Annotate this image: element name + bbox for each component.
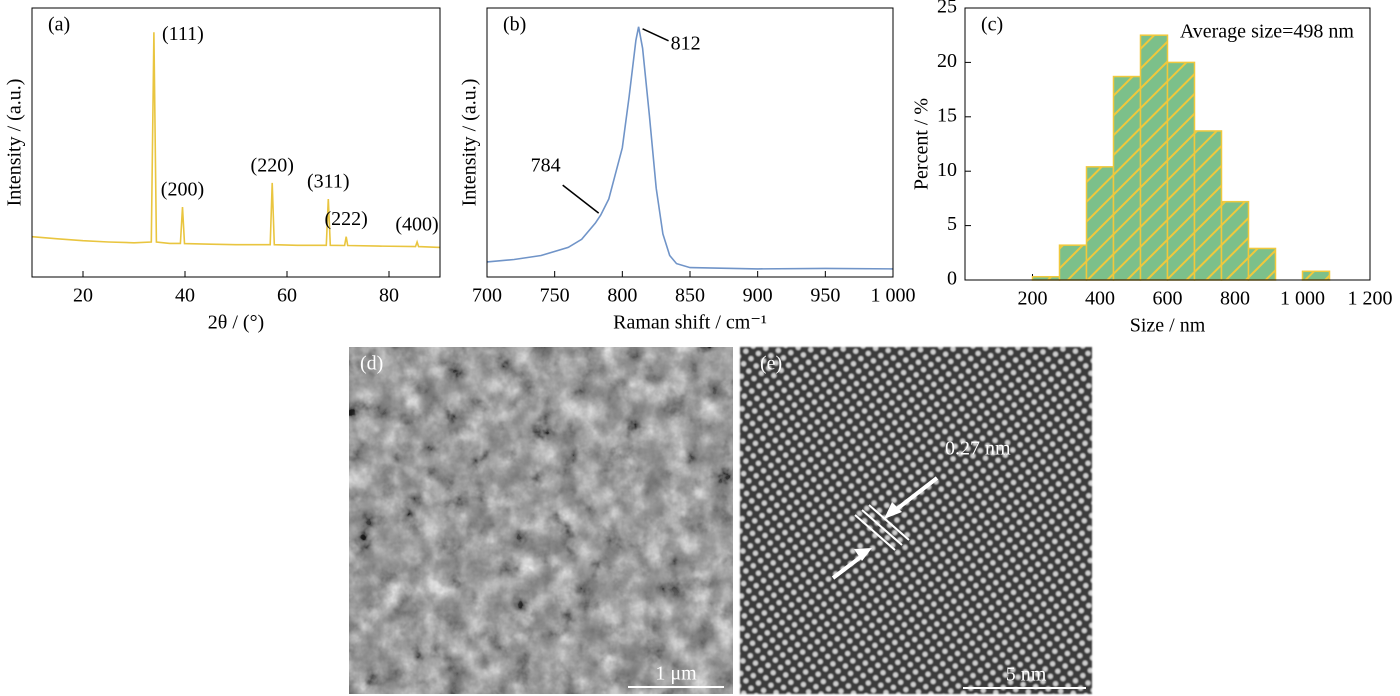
plot-frame [964,7,1371,281]
panel-label: (a) [48,14,70,36]
panel-label: (c) [981,14,1003,36]
tem-image: (e) 0.27 nm 5 nm [740,347,1092,694]
panel-label: (b) [503,14,526,36]
annotation: 812 [671,32,701,54]
annotation-arrow [562,184,600,214]
y-tick-label: 0 [947,268,957,290]
x-tick-label: 1 000 [871,285,916,307]
bar [1058,244,1088,281]
x-tick-label: 950 [810,285,840,307]
bar [1139,34,1169,281]
annotation: (400) [395,214,438,236]
y-tick-label: 5 [947,213,957,235]
bar [1193,130,1223,281]
annotation: Average size=498 nm [1180,21,1355,43]
bar [1301,270,1331,281]
x-tick-label: 80 [379,285,399,307]
plot-frame [31,7,441,278]
arrow-head [884,502,902,519]
x-tick-label: 1 000 [1280,288,1325,310]
annotation: (220) [251,154,294,176]
tem-lattice [740,347,1092,694]
x-tick-label: 600 [1153,288,1183,310]
annotation: (200) [161,179,204,201]
x-tick-label: 400 [1085,288,1115,310]
x-tick-label: 900 [743,285,773,307]
plot-frame [486,7,894,278]
y-axis-label: Intensity / (a.u.) [459,79,481,207]
annotation: 0.27 nm [945,438,1011,460]
x-tick-label: 850 [675,285,705,307]
x-axis-label: Raman shift / cm⁻¹ [613,312,767,334]
bar [1247,247,1277,281]
scale-bar-label: 1 μm [655,663,697,685]
y-tick-label: 15 [937,104,957,126]
bar [1220,200,1250,281]
x-tick-label: 1 200 [1348,288,1393,310]
annotation: (111) [162,23,204,45]
bar [1112,75,1142,281]
x-axis-label: 2θ / (°) [208,312,264,334]
bar [1085,166,1115,281]
y-axis-label: Intensity / (a.u.) [4,79,26,207]
x-axis-label: Size / nm [1130,315,1206,337]
x-tick-label: 800 [1220,288,1250,310]
arrow-head [854,548,872,561]
y-tick-label: 25 [937,0,957,18]
sem-image: (d) 1 μm [349,347,733,694]
panel-label: (d) [360,353,383,375]
line [486,26,894,270]
annotation-arrow [642,28,669,42]
x-tick-label: 750 [540,285,570,307]
annotation: 784 [531,155,561,177]
x-tick-label: 20 [73,285,93,307]
x-tick-label: 200 [1018,288,1048,310]
annotation: (222) [324,208,367,230]
y-axis-label: Percent / % [911,98,933,190]
line [31,32,441,249]
y-tick-label: 20 [937,50,957,72]
scale-bar-label: 5 nm [1006,664,1047,686]
y-tick-label: 10 [937,159,957,181]
bar [1166,61,1196,281]
annotation: (311) [307,171,350,193]
lattice-marker [831,476,939,580]
x-tick-label: 800 [607,285,637,307]
panel-label: (e) [760,353,782,375]
x-tick-label: 700 [472,285,502,307]
x-tick-label: 40 [175,285,195,307]
x-tick-label: 60 [277,285,297,307]
sem-texture [349,347,733,694]
